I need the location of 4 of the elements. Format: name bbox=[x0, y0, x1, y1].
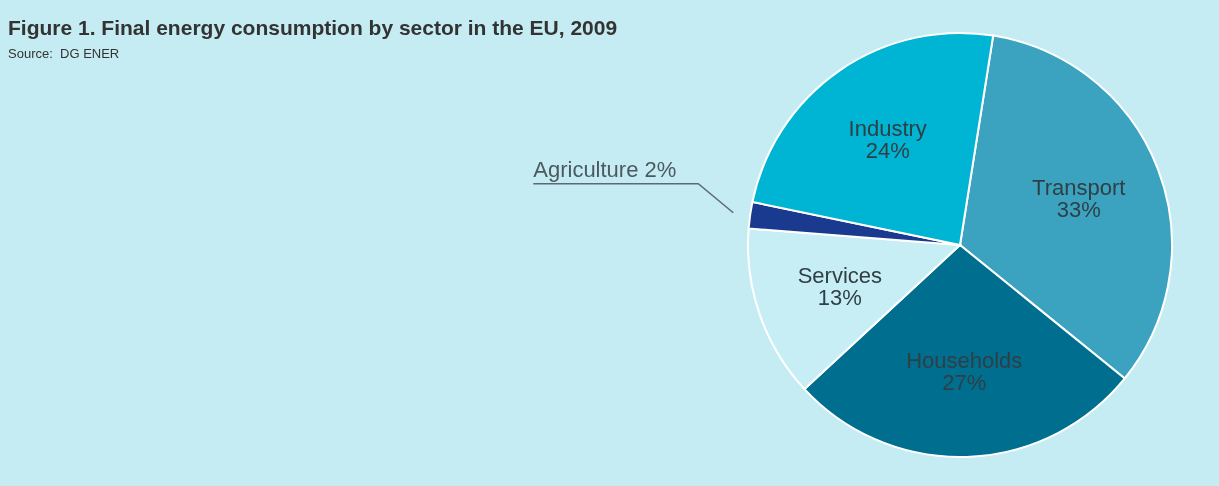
text: Source: DG ENER bbox=[8, 46, 120, 61]
slice-label: Agriculture 2% bbox=[533, 156, 677, 182]
text: Figure 1. Final energy consumption by sector in the EU, 2009 bbox=[8, 16, 618, 40]
slice-label: Transport bbox=[1032, 175, 1126, 201]
